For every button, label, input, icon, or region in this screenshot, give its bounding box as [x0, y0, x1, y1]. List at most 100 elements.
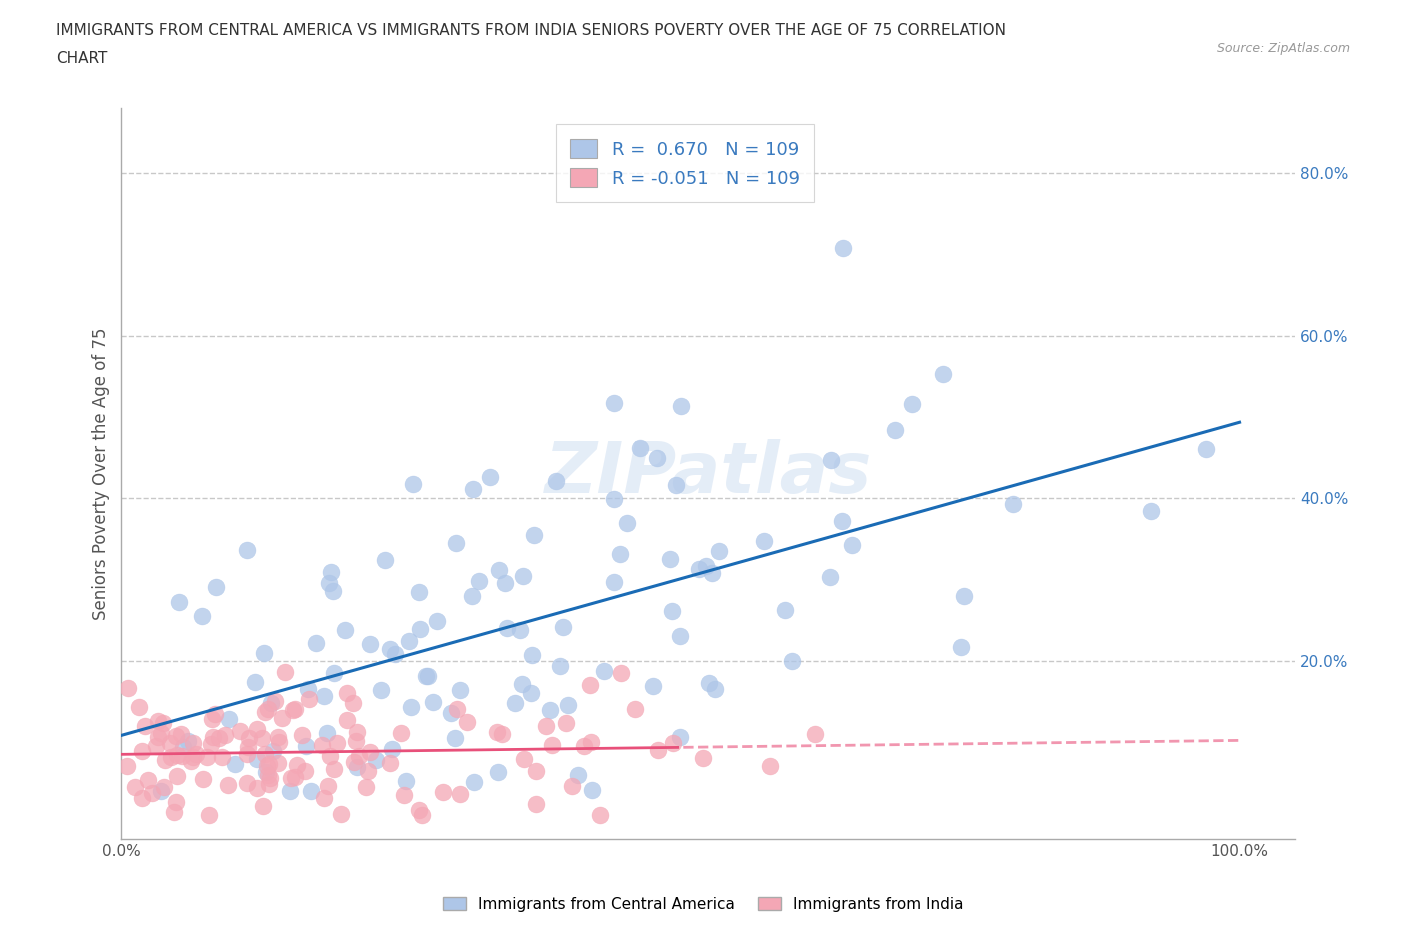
Point	[349, 749, 371, 764]
Point	[422, 695, 444, 710]
Point	[561, 778, 583, 793]
Point	[124, 780, 146, 795]
Point	[181, 750, 204, 764]
Point	[141, 786, 163, 801]
Point	[299, 783, 322, 798]
Point	[488, 563, 510, 578]
Point	[319, 565, 342, 579]
Point	[267, 735, 290, 750]
Point	[524, 796, 547, 811]
Point	[333, 622, 356, 637]
Point	[283, 703, 305, 718]
Point	[555, 716, 578, 731]
Point	[163, 804, 186, 819]
Point	[146, 729, 169, 744]
Point	[314, 790, 336, 805]
Point	[195, 750, 218, 764]
Point	[346, 760, 368, 775]
Point	[485, 725, 508, 740]
Point	[204, 707, 226, 722]
Point	[645, 450, 668, 465]
Point	[695, 558, 717, 573]
Point	[380, 755, 402, 770]
Point	[297, 691, 319, 706]
Point	[260, 696, 283, 711]
Point	[523, 528, 546, 543]
Point	[267, 730, 290, 745]
Point	[603, 396, 626, 411]
Point	[285, 757, 308, 772]
Point	[775, 603, 797, 618]
Point	[153, 779, 176, 794]
Point	[297, 682, 319, 697]
Point	[145, 738, 167, 753]
Point	[374, 552, 396, 567]
Point	[180, 754, 202, 769]
Point	[201, 729, 224, 744]
Point	[572, 739, 595, 754]
Point	[166, 747, 188, 762]
Point	[284, 701, 307, 716]
Point	[832, 241, 855, 256]
Point	[311, 737, 333, 752]
Point	[449, 683, 471, 698]
Point	[456, 714, 478, 729]
Point	[624, 701, 647, 716]
Point	[401, 477, 423, 492]
Point	[214, 727, 236, 742]
Point	[322, 666, 344, 681]
Point	[381, 741, 404, 756]
Point	[177, 734, 200, 749]
Point	[661, 604, 683, 618]
Point	[669, 629, 692, 644]
Point	[291, 728, 314, 743]
Point	[603, 491, 626, 506]
Point	[641, 679, 664, 694]
Point	[316, 725, 339, 740]
Point	[416, 669, 439, 684]
Point	[318, 576, 340, 591]
Point	[200, 711, 222, 726]
Point	[262, 744, 284, 759]
Point	[579, 678, 602, 693]
Point	[463, 774, 485, 789]
Point	[395, 773, 418, 788]
Point	[356, 779, 378, 794]
Point	[184, 747, 207, 762]
Point	[229, 724, 252, 738]
Point	[953, 589, 976, 604]
Point	[312, 689, 335, 704]
Point	[357, 764, 380, 778]
Point	[346, 725, 368, 740]
Point	[134, 719, 156, 734]
Point	[198, 807, 221, 822]
Point	[399, 700, 422, 715]
Point	[609, 665, 631, 680]
Point	[284, 770, 307, 785]
Point	[257, 777, 280, 791]
Point	[165, 794, 187, 809]
Point	[330, 806, 353, 821]
Point	[704, 681, 727, 696]
Point	[117, 681, 139, 696]
Point	[246, 781, 269, 796]
Point	[366, 752, 388, 767]
Point	[551, 619, 574, 634]
Point	[394, 788, 416, 803]
Point	[659, 551, 682, 566]
Point	[512, 569, 534, 584]
Point	[616, 515, 638, 530]
Point	[557, 698, 579, 712]
Point	[463, 482, 485, 497]
Point	[160, 750, 183, 764]
Point	[541, 737, 564, 752]
Point	[752, 534, 775, 549]
Y-axis label: Seniors Poverty Over the Age of 75: Seniors Poverty Over the Age of 75	[93, 327, 110, 620]
Point	[588, 807, 610, 822]
Point	[149, 725, 172, 740]
Point	[146, 713, 169, 728]
Point	[1002, 497, 1025, 512]
Point	[494, 576, 516, 591]
Text: CHART: CHART	[56, 51, 108, 66]
Point	[128, 699, 150, 714]
